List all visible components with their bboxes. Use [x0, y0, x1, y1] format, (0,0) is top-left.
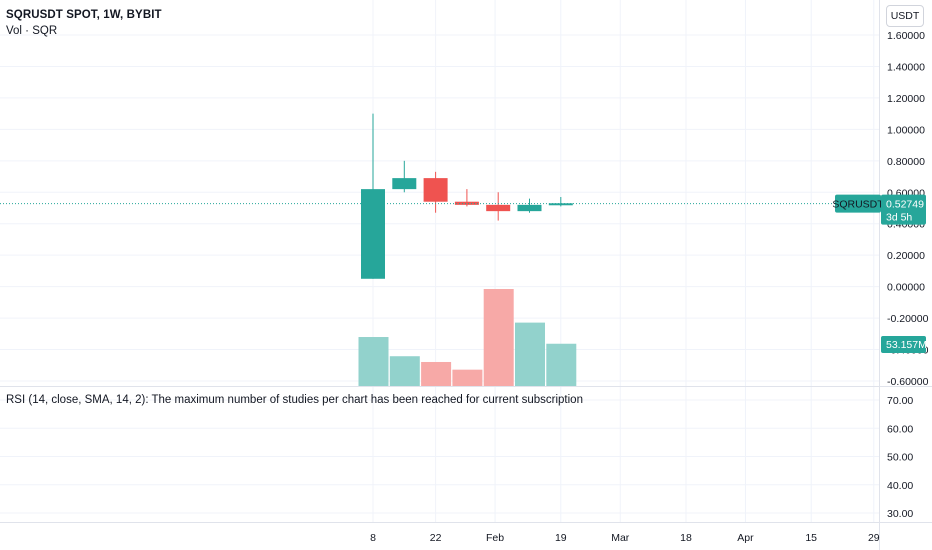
rsi-legend-message: RSI (14, close, SMA, 14, 2): The maximum… — [6, 394, 583, 406]
time-tick-label: 8 — [370, 532, 376, 544]
candle-body[interactable] — [392, 178, 417, 190]
price-tick-label: 0.20000 — [887, 250, 925, 262]
time-tick-label: 29 — [868, 532, 880, 544]
volume-bar — [452, 369, 483, 386]
time-tick-label: 19 — [555, 532, 567, 544]
symbol-tag — [835, 194, 881, 213]
candle-body[interactable] — [361, 189, 385, 279]
candle-body[interactable] — [454, 201, 479, 205]
volume-bar — [421, 361, 452, 386]
time-tick-label: 18 — [680, 532, 692, 544]
volume-bar — [515, 322, 545, 386]
rsi-tick-label: 60.00 — [887, 423, 913, 435]
volume-tag — [881, 336, 926, 353]
candle-body[interactable] — [548, 203, 573, 206]
candle-body[interactable] — [517, 204, 542, 212]
volume-bar — [389, 356, 420, 386]
price-tick-label: -0.60000 — [887, 376, 929, 388]
price-tick-label: 1.00000 — [887, 124, 925, 136]
rsi-tick-label: 70.00 — [887, 395, 913, 407]
rsi-tick-label: 40.00 — [887, 480, 913, 492]
rsi-tick-label: 30.00 — [887, 508, 913, 520]
candle-body[interactable] — [423, 178, 448, 202]
candlestick-series — [361, 113, 573, 279]
volume-bar — [546, 343, 577, 386]
chart-legend: SQRUSDT SPOT, 1W, BYBIT Vol · SQR — [6, 7, 162, 39]
time-tick-label: 15 — [805, 532, 817, 544]
currency-button[interactable]: USDT — [886, 5, 924, 27]
volume-bar — [483, 289, 514, 386]
price-tick-label: 1.20000 — [887, 93, 925, 105]
volume-bar — [358, 337, 389, 386]
candle-body[interactable] — [486, 204, 511, 212]
rsi-axis[interactable]: 70.00 60.00 50.00 40.00 30.00 — [887, 395, 913, 520]
price-tick-label: 1.60000 — [887, 30, 925, 42]
time-axis[interactable]: 8 22 Feb 19 Mar 18 Apr 15 29 — [370, 532, 880, 544]
price-tag-countdown: 3d 5h — [886, 212, 912, 224]
volume-series — [358, 289, 577, 386]
price-tick-label: 0.00000 — [887, 282, 925, 294]
price-tick-label: 0.80000 — [887, 156, 925, 168]
price-tick-label: 1.40000 — [887, 61, 925, 73]
price-tag — [881, 194, 926, 225]
symbol-tag-label: SQRUSDT — [832, 199, 884, 211]
time-tick-label: Apr — [737, 532, 754, 544]
price-tick-label: -0.20000 — [887, 313, 929, 325]
rsi-tick-label: 50.00 — [887, 452, 913, 464]
symbol-title[interactable]: SQRUSDT SPOT, 1W, BYBIT — [6, 9, 162, 21]
time-tick-label: Feb — [486, 532, 504, 544]
time-tick-label: Mar — [611, 532, 630, 544]
price-axis[interactable]: 1.600001.400001.200001.000000.800000.600… — [887, 30, 929, 388]
time-tick-label: 22 — [430, 532, 442, 544]
volume-tag-value: 53.157M — [886, 339, 927, 351]
price-tag-value: 0.52749 — [886, 199, 924, 211]
volume-legend[interactable]: Vol · SQR — [6, 25, 58, 37]
